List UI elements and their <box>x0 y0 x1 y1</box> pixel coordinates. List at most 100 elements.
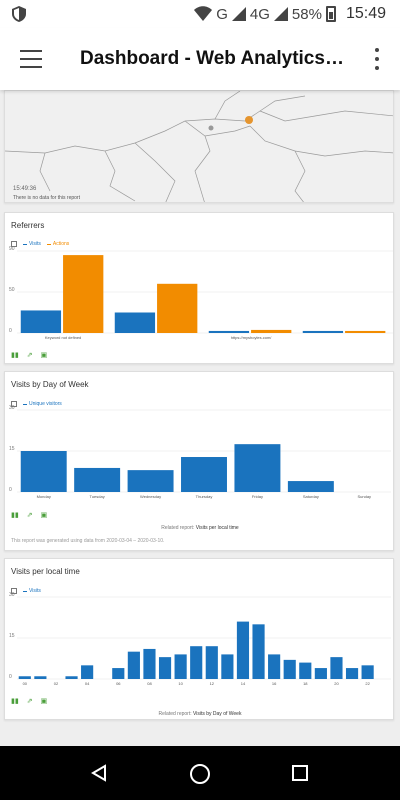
chart-options-icon[interactable] <box>11 241 17 247</box>
report-generated-note: This report was generated using data fro… <box>11 538 165 544</box>
bar-visits-0[interactable] <box>20 310 62 333</box>
bar-03[interactable] <box>65 676 78 679</box>
x-tick-label: 04 <box>85 681 90 686</box>
map-time-label: 15:49:36 <box>13 186 37 192</box>
bar-actions-1[interactable] <box>157 283 198 333</box>
legend-swatch <box>23 590 27 592</box>
y-tick-label: 50 <box>9 287 15 293</box>
x-tick-label: Saturday <box>303 494 319 499</box>
legend-item-visits[interactable]: Visits <box>23 241 41 247</box>
bar-monday[interactable] <box>20 451 67 492</box>
bar-17[interactable] <box>283 659 296 679</box>
bar-07[interactable] <box>127 651 140 679</box>
wifi-icon <box>194 6 213 21</box>
image-icon[interactable]: ▣ <box>40 698 48 705</box>
x-tick-label: 02 <box>54 681 59 686</box>
signal-icon-2 <box>273 7 288 21</box>
more-options-icon[interactable] <box>374 48 380 70</box>
bar-visits-2[interactable] <box>208 330 250 333</box>
referrers-footer: ▮▮ ⇗ ▣ <box>11 351 47 359</box>
y-tick-label: 0 <box>9 674 12 680</box>
x-tick-label: 18 <box>303 681 308 686</box>
local-time-legend: Visits <box>11 588 41 594</box>
bar-wednesday[interactable] <box>127 470 174 492</box>
x-tick-label: Monday <box>37 494 51 499</box>
day-of-week-legend: Unique visitors <box>11 401 62 407</box>
home-icon[interactable] <box>189 763 211 785</box>
day-of-week-title: Visits by Day of Week <box>11 380 89 389</box>
legend-swatch-actions <box>46 243 51 245</box>
bar-visits-1[interactable] <box>114 312 156 334</box>
y-tick-label: 30 <box>9 405 15 411</box>
legend-item-unique-visitors[interactable]: Unique visitors <box>23 401 62 407</box>
bar-visits-3[interactable] <box>302 330 344 333</box>
bar-actions-0[interactable] <box>63 255 104 333</box>
shield-icon <box>12 6 26 22</box>
bar-chart-icon[interactable]: ▮▮ <box>11 352 19 359</box>
image-icon[interactable]: ▣ <box>40 512 48 519</box>
bar-friday[interactable] <box>234 444 281 492</box>
related-report-link[interactable]: Visits by Day of Week <box>193 711 242 717</box>
battery-percent: 58% <box>291 5 322 23</box>
bar-11[interactable] <box>190 646 203 679</box>
bar-12[interactable] <box>205 646 218 679</box>
y-tick-label: 0 <box>9 328 12 334</box>
export-icon[interactable]: ⇗ <box>26 352 33 359</box>
bar-10[interactable] <box>174 654 187 679</box>
bar-tuesday[interactable] <box>74 467 121 492</box>
x-tick-label: Sunday <box>357 494 371 499</box>
bar-21[interactable] <box>345 668 359 679</box>
x-tick-label: 10 <box>178 681 183 686</box>
app-bar: Dashboard - Web Analytics… <box>0 28 400 90</box>
x-tick-label: 12 <box>210 681 215 686</box>
bar-00[interactable] <box>18 676 31 679</box>
bar-thursday[interactable] <box>181 457 227 492</box>
referrers-legend: Visits Actions <box>11 241 69 247</box>
bar-chart-icon[interactable]: ▮▮ <box>11 512 19 519</box>
x-tick-label: Thursday <box>196 494 213 499</box>
bar-09[interactable] <box>158 657 172 679</box>
day-of-week-footer: ▮▮ ⇗ ▣ <box>11 511 47 519</box>
legend-item-visits[interactable]: Visits <box>23 588 41 594</box>
x-tick-label: 20 <box>334 681 339 686</box>
bar-chart-icon[interactable]: ▮▮ <box>11 698 19 705</box>
export-icon[interactable]: ⇗ <box>26 698 33 705</box>
y-tick-label: 90 <box>9 246 15 252</box>
bar-18[interactable] <box>299 662 312 679</box>
bar-06[interactable] <box>112 668 125 679</box>
local-time-title: Visits per local time <box>11 567 80 576</box>
bar-actions-2[interactable] <box>251 329 292 333</box>
bar-15[interactable] <box>252 624 265 679</box>
bar-saturday[interactable] <box>287 481 334 492</box>
bar-14[interactable] <box>236 621 250 679</box>
bar-04[interactable] <box>81 665 94 679</box>
chart-options-icon[interactable] <box>11 588 17 594</box>
system-nav-bar <box>0 746 400 800</box>
y-tick-label: 30 <box>9 592 15 598</box>
related-report-link[interactable]: Visits per local time <box>195 525 239 531</box>
chart-options-icon[interactable] <box>11 401 17 407</box>
bar-16[interactable] <box>268 654 281 679</box>
legend-item-actions[interactable]: Actions <box>46 241 69 247</box>
day-of-week-card: Visits by Day of Week Unique visitors 0 1… <box>4 371 394 551</box>
bar-01[interactable] <box>34 676 47 679</box>
bar-08[interactable] <box>143 648 156 679</box>
referrers-title: Referrers <box>11 221 45 230</box>
x-tick-label: Wednesday <box>140 494 161 499</box>
x-tick-label: 22 <box>365 681 370 686</box>
visitor-map-card: 15:49:36 There is no data for this repor… <box>4 90 394 203</box>
image-icon[interactable]: ▣ <box>40 352 48 359</box>
x-tick-label: 14 <box>241 681 246 686</box>
referrers-card: Referrers Visits Actions 0 50 90 Keyword no… <box>4 212 394 364</box>
bar-13[interactable] <box>221 654 234 679</box>
visitor-map[interactable] <box>5 91 394 203</box>
export-icon[interactable]: ⇗ <box>26 512 33 519</box>
back-icon[interactable] <box>90 764 108 782</box>
local-time-card: Visits per local time Visits 0 15 30 00 02 04… <box>4 558 394 720</box>
recents-icon[interactable] <box>292 765 308 781</box>
bar-actions-3[interactable] <box>345 330 386 333</box>
bar-20[interactable] <box>330 657 343 679</box>
bar-22[interactable] <box>361 665 374 679</box>
menu-icon[interactable] <box>20 50 42 68</box>
bar-19[interactable] <box>314 668 327 679</box>
